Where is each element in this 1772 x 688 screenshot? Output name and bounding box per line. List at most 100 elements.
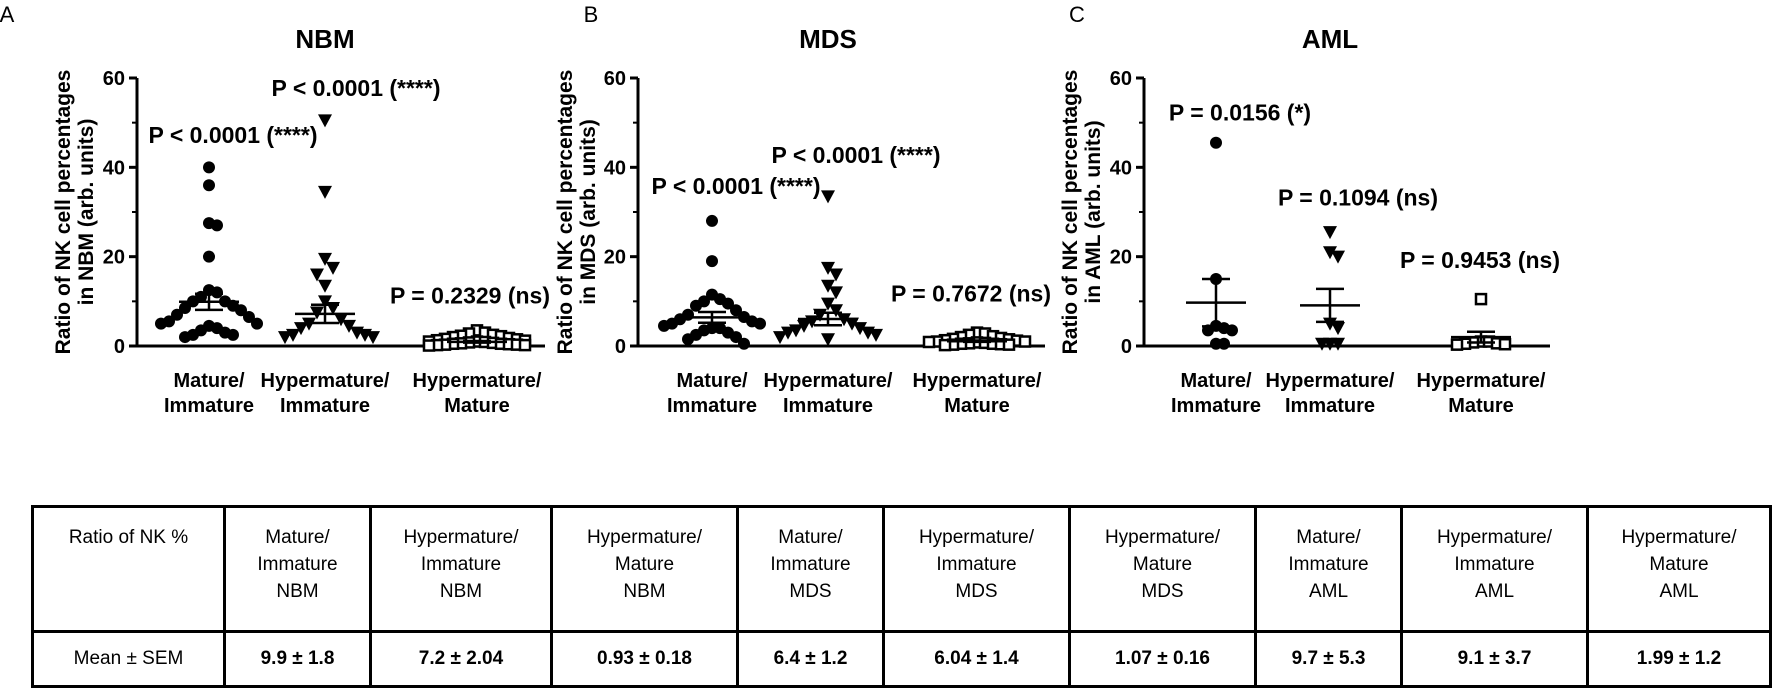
data-point (1323, 246, 1337, 260)
data-point (738, 337, 750, 350)
y-tick-label: 60 (604, 68, 626, 90)
data-point (922, 335, 936, 349)
panel-letter: B (584, 2, 599, 27)
data-point (203, 161, 215, 174)
x-category-label: Hypermature/ (261, 370, 390, 392)
panel-letter: C (1069, 2, 1085, 27)
p-value-annotation: P = 0.0156 (*) (1169, 99, 1311, 125)
table-header-cell: Hypermature/Mature NBM (550, 505, 739, 633)
data-point (938, 338, 952, 352)
series-0 (155, 161, 263, 344)
table-header-cell: Mature/Immature AML (1254, 505, 1403, 633)
table-value-cell: 9.7 ± 5.3 (1254, 630, 1403, 688)
p-value-annotation: P < 0.0001 (****) (772, 142, 941, 168)
table-value-cell: 9.1 ± 3.7 (1400, 630, 1589, 688)
chart-title: NBM (295, 24, 354, 54)
table-header-cell: Hypermature/Immature AML (1400, 505, 1589, 633)
data-point (1498, 337, 1512, 351)
table-header-cell: Hypermature/Immature NBM (369, 505, 553, 633)
data-point (1331, 250, 1345, 264)
table-header-cell: Mature/Immature NBM (223, 505, 372, 633)
chart-title: MDS (799, 24, 857, 54)
data-point (1018, 335, 1032, 348)
y-axis-label: Ratio of NK cell percentages (554, 70, 577, 355)
table-value-cell: 1.07 ± 0.16 (1068, 630, 1257, 688)
x-category-label: Immature (783, 395, 873, 417)
p-value-annotation: P < 0.0001 (****) (272, 75, 441, 101)
table-value-cell: 1.99 ± 1.2 (1586, 630, 1772, 688)
x-category-label: Immature (1171, 395, 1261, 417)
y-tick-label: 0 (1121, 336, 1132, 358)
data-point (294, 322, 308, 336)
data-point (278, 331, 292, 345)
data-point (773, 331, 787, 345)
y-tick-label: 20 (604, 247, 626, 269)
table-header-label: Ratio of NK % (31, 505, 226, 633)
data-point (1210, 136, 1222, 149)
y-axis-label: Ratio of NK cell percentages (52, 70, 75, 355)
chart-panel-aml: C AML Ratio of NK cell percentages in AML (… (1059, 2, 1560, 417)
x-category-label: Mature/ (173, 370, 245, 392)
data-point (302, 317, 316, 331)
table-value-cell: 9.9 ± 1.8 (223, 630, 372, 688)
data-point (1331, 322, 1345, 336)
x-category-label: Immature (164, 395, 254, 417)
data-point (829, 268, 843, 282)
p-value-annotation: P < 0.0001 (****) (652, 173, 821, 199)
y-tick-label: 0 (615, 336, 626, 358)
data-point (845, 317, 859, 331)
data-point (310, 268, 324, 282)
data-point (1474, 292, 1488, 306)
data-point (227, 328, 239, 341)
x-category-label: Hypermature/ (1417, 370, 1546, 392)
data-point (203, 250, 215, 263)
data-point (821, 261, 835, 275)
data-point (754, 317, 766, 330)
data-point (334, 313, 348, 327)
x-category-label: Immature (1285, 395, 1375, 417)
data-point (155, 317, 167, 330)
data-point (1331, 337, 1345, 351)
data-point (797, 319, 811, 333)
series-0 (658, 214, 766, 350)
data-point (179, 331, 191, 344)
table-value-cell: 0.93 ± 0.18 (550, 630, 739, 688)
y-tick-label: 60 (103, 68, 125, 90)
data-point (318, 252, 332, 266)
data-point (829, 304, 843, 318)
y-axis-label: in NBM (arb. units) (75, 119, 98, 306)
data-point (211, 219, 223, 232)
table-header-row: Ratio of NK % Mature/Immature NBM Hyperma… (31, 505, 1772, 633)
data-point (179, 302, 191, 315)
x-category-label: Hypermature/ (413, 370, 542, 392)
data-point (706, 214, 718, 227)
series-0 (1186, 136, 1246, 350)
p-value-annotation: P = 0.9453 (ns) (1400, 247, 1560, 273)
x-category-label: Mature/ (1180, 370, 1252, 392)
panel-letter: A (0, 2, 15, 27)
data-point (821, 279, 835, 293)
chart-panel-nbm: A NBM Ratio of NK cell percentages in NBM (… (0, 2, 550, 417)
data-point (1218, 337, 1230, 350)
data-point (235, 304, 247, 317)
data-point (318, 114, 332, 128)
series-1 (773, 190, 883, 347)
p-value-annotation: P = 0.7672 (ns) (891, 280, 1051, 306)
y-tick-label: 40 (103, 157, 125, 179)
series-2 (422, 324, 532, 352)
y-axis-label: Ratio of NK cell percentages (1059, 70, 1082, 355)
data-point (422, 339, 436, 352)
x-category-label: Hypermature/ (1266, 370, 1395, 392)
chart-title: AML (1302, 24, 1358, 54)
data-point (1002, 338, 1016, 351)
data-point (821, 297, 835, 311)
series-2 (1450, 292, 1512, 351)
data-point (730, 304, 742, 317)
chart-panel-mds: B MDS Ratio of NK cell percentages in MDS (… (554, 2, 1051, 417)
p-value-annotation: P < 0.0001 (****) (149, 122, 318, 148)
data-point (211, 286, 223, 299)
data-point (1450, 338, 1464, 351)
data-point (658, 319, 670, 332)
data-point (730, 331, 742, 344)
